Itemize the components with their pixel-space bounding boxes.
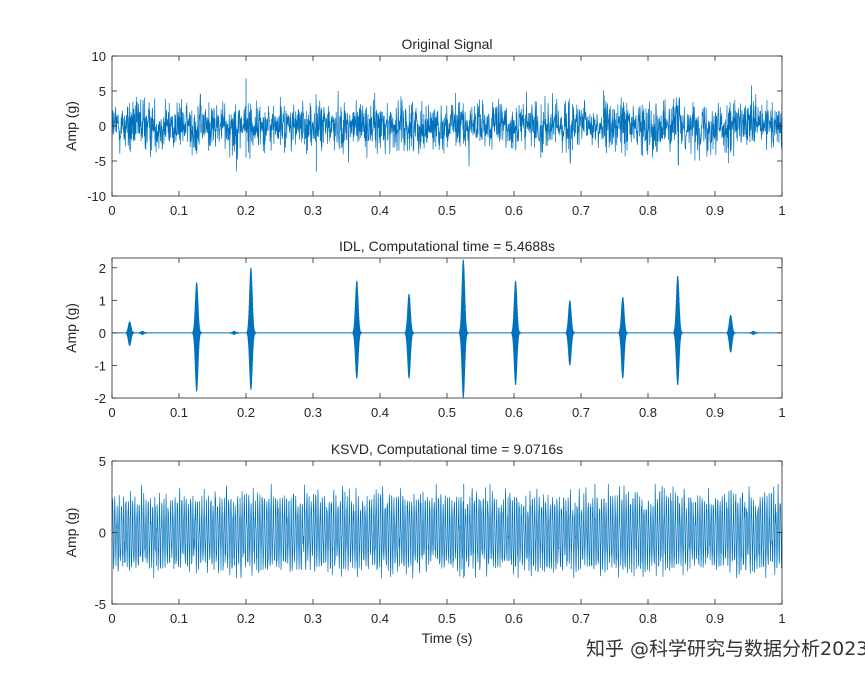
watermark-text: 知乎 @科学研究与数据分析2023 [586,638,865,660]
x-tick-label: 1 [778,611,785,626]
impulse-burst-14 [749,330,759,335]
x-tick-label: 0.5 [438,405,456,420]
impulse-burst-3 [192,282,202,392]
impulse-burst-11 [618,297,628,379]
chart-panel-2: 0 0.1 0.2 0.3 0.4 0.5 0.6 0.7 0.8 0.9 1 -2 -1 0 1 2 IDL,… [63,238,786,420]
x-tick-label: 0.7 [572,405,590,420]
y-tick-label: 1 [99,293,106,308]
x-tick-label: 0.3 [304,405,322,420]
x-tick-label: 0.6 [505,405,523,420]
chart-title: Original Signal [401,36,492,52]
impulse-burst-1 [125,321,135,346]
impulse-burst-5 [246,267,257,390]
x-tick-label: 0.1 [170,611,188,626]
x-tick-label: 0.1 [170,203,188,218]
y-axis-label: Amp (g) [63,508,79,558]
x-tick-label: 0.5 [438,203,456,218]
impulse-burst-8 [458,259,469,398]
y-tick-label: -5 [94,154,106,169]
x-tick-label: 0.6 [505,203,523,218]
y-axis-label: Amp (g) [63,303,79,353]
signal-line [112,483,782,579]
x-tick-label: 0.4 [371,405,389,420]
impulse-burst-10 [565,300,576,366]
y-tick-label: -10 [87,189,106,204]
y-tick-label: 2 [99,261,106,276]
x-tick-label: 0.8 [639,611,657,626]
x-tick-label: 0 [108,203,115,218]
y-tick-label: -5 [94,597,106,612]
x-tick-label: 0.5 [438,611,456,626]
x-tick-label: 0.9 [706,611,724,626]
x-tick-label: 0.9 [706,203,724,218]
y-tick-label: -2 [94,391,106,406]
x-tick-label: 0 [108,405,115,420]
x-axis-label: Time (s) [422,630,473,646]
x-tick-label: 0.3 [304,611,322,626]
y-tick-label: 0 [99,526,106,541]
x-tick-label: 0.2 [237,405,255,420]
y-tick-label: 5 [99,454,106,469]
x-tick-label: 0.1 [170,405,188,420]
x-tick-label: 0.8 [639,203,657,218]
signal-line [112,85,782,172]
x-tick-label: 0.4 [371,203,389,218]
x-tick-label: 0.2 [237,203,255,218]
plot-area [112,258,782,398]
x-tick-label: 0.7 [572,611,590,626]
x-tick-label: 0.8 [639,405,657,420]
chart-panel-1: 0 0.1 0.2 0.3 0.4 0.5 0.6 0.7 0.8 0.9 1 -10 -5 0 5 10 Or… [63,36,786,218]
x-tick-label: 0.7 [572,203,590,218]
impulse-burst-13 [726,314,736,353]
chart-title: IDL, Computational time = 5.4688s [339,238,555,254]
x-tick-label: 0.4 [371,611,389,626]
y-tick-label: 0 [99,326,106,341]
y-axis-label: Amp (g) [63,101,79,151]
x-tick-label: 0.2 [237,611,255,626]
impulse-burst-7 [404,293,415,379]
x-tick-label: 0 [108,611,115,626]
x-tick-label: 0.3 [304,203,322,218]
x-tick-label: 1 [778,405,785,420]
impulse-burst-9 [511,280,521,385]
impulse-burst-4 [229,330,240,335]
x-tick-label: 0.6 [505,611,523,626]
impulse-burst-12 [673,275,683,385]
impulse-burst-2 [138,330,148,335]
y-tick-label: -1 [94,358,106,373]
x-tick-label: 1 [778,203,785,218]
y-tick-label: 0 [99,119,106,134]
x-tick-label: 0.9 [706,405,724,420]
y-tick-label: 10 [92,49,106,64]
chart-title: KSVD, Computational time = 9.0716s [331,441,563,457]
y-tick-label: 5 [99,84,106,99]
impulse-burst-6 [352,280,362,379]
